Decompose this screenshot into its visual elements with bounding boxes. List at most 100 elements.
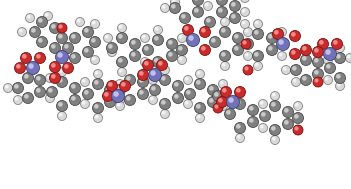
Circle shape — [234, 34, 239, 39]
Circle shape — [36, 76, 41, 81]
Circle shape — [274, 30, 279, 35]
Circle shape — [220, 81, 224, 84]
Circle shape — [295, 127, 299, 131]
Circle shape — [161, 76, 166, 81]
Circle shape — [58, 78, 63, 83]
Circle shape — [46, 87, 58, 98]
Circle shape — [20, 53, 32, 64]
Circle shape — [119, 25, 122, 29]
Circle shape — [130, 39, 140, 50]
Circle shape — [150, 97, 153, 101]
Circle shape — [158, 61, 163, 66]
Circle shape — [13, 83, 24, 94]
Circle shape — [219, 50, 231, 61]
Circle shape — [93, 114, 102, 122]
Circle shape — [153, 26, 163, 35]
Circle shape — [240, 0, 250, 2]
Circle shape — [219, 101, 227, 111]
Circle shape — [282, 66, 291, 74]
Circle shape — [219, 80, 227, 88]
Circle shape — [94, 104, 99, 109]
Circle shape — [71, 54, 76, 59]
Circle shape — [49, 22, 60, 33]
Circle shape — [234, 87, 245, 98]
Circle shape — [218, 0, 223, 1]
Circle shape — [314, 70, 319, 75]
Circle shape — [5, 85, 8, 88]
Circle shape — [226, 95, 239, 108]
Circle shape — [13, 95, 22, 105]
Circle shape — [152, 57, 164, 67]
Circle shape — [106, 81, 118, 91]
Circle shape — [201, 46, 206, 51]
Circle shape — [49, 43, 60, 53]
Circle shape — [58, 67, 66, 77]
Circle shape — [148, 95, 158, 105]
Circle shape — [184, 26, 188, 31]
Circle shape — [205, 3, 208, 7]
Circle shape — [185, 77, 188, 81]
Circle shape — [183, 25, 193, 36]
Circle shape — [130, 50, 140, 61]
Circle shape — [174, 94, 179, 99]
Circle shape — [272, 93, 276, 97]
Circle shape — [300, 54, 311, 66]
Circle shape — [325, 77, 329, 81]
Circle shape — [75, 18, 85, 26]
Circle shape — [69, 94, 80, 105]
Circle shape — [240, 19, 250, 29]
Circle shape — [244, 40, 249, 45]
Circle shape — [324, 56, 332, 64]
Circle shape — [118, 58, 122, 63]
Circle shape — [117, 97, 120, 101]
Circle shape — [212, 91, 224, 101]
Circle shape — [199, 26, 211, 37]
Circle shape — [271, 102, 276, 107]
Circle shape — [142, 59, 146, 63]
Circle shape — [230, 12, 240, 23]
Circle shape — [154, 58, 159, 63]
Circle shape — [82, 26, 93, 37]
Circle shape — [166, 39, 178, 50]
Circle shape — [82, 79, 86, 83]
Circle shape — [253, 61, 263, 70]
Circle shape — [49, 61, 60, 73]
Circle shape — [117, 81, 120, 84]
Circle shape — [37, 36, 47, 47]
Circle shape — [291, 77, 300, 87]
Circle shape — [26, 61, 40, 74]
Circle shape — [168, 40, 173, 45]
Circle shape — [48, 88, 53, 93]
Circle shape — [236, 88, 241, 93]
Circle shape — [93, 102, 104, 114]
Circle shape — [28, 63, 34, 69]
Circle shape — [194, 8, 199, 13]
Circle shape — [125, 74, 135, 85]
Circle shape — [231, 14, 236, 19]
Circle shape — [57, 52, 63, 58]
Circle shape — [293, 125, 303, 135]
Circle shape — [51, 24, 56, 29]
Circle shape — [4, 84, 13, 92]
Circle shape — [209, 86, 214, 91]
Circle shape — [91, 19, 99, 29]
Circle shape — [237, 135, 240, 139]
Circle shape — [331, 39, 343, 50]
Circle shape — [218, 8, 223, 13]
Circle shape — [118, 23, 126, 33]
Circle shape — [140, 33, 150, 43]
Circle shape — [47, 75, 51, 79]
Circle shape — [222, 88, 227, 93]
Circle shape — [34, 74, 46, 85]
Circle shape — [51, 74, 56, 79]
Circle shape — [93, 70, 102, 78]
Circle shape — [92, 21, 95, 25]
Circle shape — [36, 88, 41, 93]
Circle shape — [178, 46, 183, 51]
Circle shape — [84, 28, 89, 33]
Circle shape — [162, 111, 166, 115]
Circle shape — [199, 44, 211, 56]
Circle shape — [108, 44, 113, 49]
Circle shape — [249, 118, 254, 123]
Circle shape — [171, 4, 176, 9]
